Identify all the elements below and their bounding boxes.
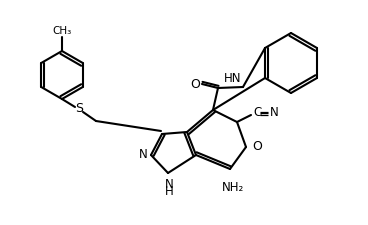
- Text: N: N: [139, 148, 148, 160]
- Text: C: C: [253, 106, 261, 119]
- Text: HN: HN: [223, 72, 241, 85]
- Text: N: N: [270, 106, 279, 119]
- Text: NH₂: NH₂: [222, 181, 244, 194]
- Text: O: O: [190, 77, 200, 90]
- Text: H: H: [164, 185, 173, 198]
- Text: CH₃: CH₃: [52, 26, 72, 36]
- Text: O: O: [252, 140, 262, 153]
- Text: S: S: [75, 103, 83, 115]
- Text: N: N: [164, 178, 173, 191]
